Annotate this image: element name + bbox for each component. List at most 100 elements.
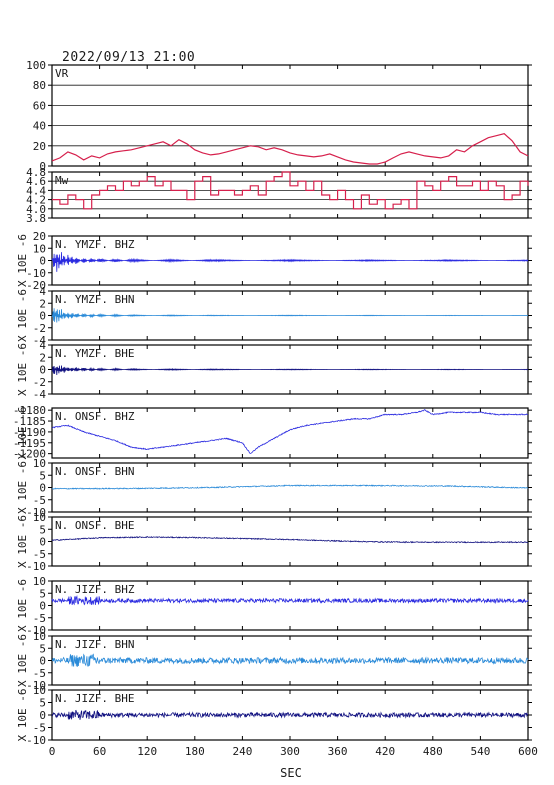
y-tick-label: 100 — [26, 59, 46, 72]
y-tick-label: 0 — [39, 536, 46, 549]
y-axis-unit-label: X 10E -6 — [16, 461, 29, 514]
y-tick-label: 2 — [39, 297, 46, 310]
series-line-10 — [51, 709, 529, 720]
series-label: N. YMZF. BHN — [55, 293, 134, 306]
y-tick-label: 0 — [39, 160, 46, 173]
y-axis-unit-label: X 10E -6 — [16, 407, 29, 460]
y-axis-unit-label: X 10E -6 — [16, 689, 29, 742]
y-tick-label: 20 — [33, 230, 46, 243]
x-tick-label: 0 — [49, 745, 56, 758]
y-tick-label: -1180 — [13, 404, 46, 417]
y-tick-label: 4.6 — [26, 175, 46, 188]
y-tick-label: 3.8 — [26, 212, 46, 225]
series-line-4 — [51, 365, 529, 376]
y-axis-unit-label: X 10E -6 — [16, 289, 29, 342]
series-line-0 — [51, 133, 529, 165]
y-tick-label: 5 — [39, 469, 46, 482]
y-tick-label: 40 — [33, 120, 46, 133]
series-label: N. JIZF. BHN — [55, 638, 134, 651]
y-tick-label: -5 — [33, 494, 46, 507]
y-tick-label: -2 — [33, 376, 46, 389]
y-tick-label: 10 — [33, 511, 46, 524]
series-label: N. ONSF. BHE — [55, 519, 134, 532]
y-axis-unit-label: X 10E -6 — [16, 515, 29, 568]
y-tick-label: -1195 — [13, 437, 46, 450]
y-tick-label: 0 — [39, 310, 46, 323]
figure-title: 2022/09/13 21:00 — [62, 50, 196, 65]
y-tick-label: 0 — [39, 709, 46, 722]
y-tick-label: -5 — [33, 548, 46, 561]
series-label: N. YMZF. BHZ — [55, 238, 135, 251]
y-axis-unit-label: X 10E -6 — [16, 579, 29, 632]
y-tick-label: -10 — [26, 506, 46, 519]
y-tick-label: 10 — [33, 684, 46, 697]
x-tick-label: 180 — [185, 745, 205, 758]
x-tick-label: 240 — [232, 745, 252, 758]
y-tick-label: 10 — [33, 575, 46, 588]
y-tick-label: 5 — [39, 587, 46, 600]
y-tick-label: 5 — [39, 697, 46, 710]
y-tick-label: 10 — [33, 242, 46, 255]
y-tick-label: -5 — [33, 722, 46, 735]
y-tick-label: 80 — [33, 79, 46, 92]
y-tick-label: 0 — [39, 482, 46, 495]
series-line-5 — [51, 409, 529, 454]
series-label: N. ONSF. BHN — [55, 465, 134, 478]
series-label: N. YMZF. BHE — [55, 347, 134, 360]
y-tick-label: 0 — [39, 255, 46, 268]
y-tick-label: 60 — [33, 99, 46, 112]
y-tick-label: 4.0 — [26, 203, 46, 216]
y-tick-label: -1185 — [13, 415, 46, 428]
y-tick-label: 0 — [39, 655, 46, 668]
series-line-6 — [51, 484, 529, 490]
x-tick-label: 540 — [470, 745, 490, 758]
x-tick-label: 300 — [280, 745, 300, 758]
series-line-9 — [51, 653, 529, 667]
y-tick-label: 0 — [39, 600, 46, 613]
x-axis-label: SEC — [280, 766, 302, 780]
x-tick-label: 120 — [137, 745, 157, 758]
x-tick-label: 600 — [518, 745, 538, 758]
y-tick-label: 5 — [39, 642, 46, 655]
x-tick-label: 420 — [375, 745, 395, 758]
x-tick-label: 60 — [93, 745, 106, 758]
y-axis-unit-label: X 10E -6 — [16, 634, 29, 687]
y-tick-label: 0 — [39, 364, 46, 377]
x-tick-label: 480 — [423, 745, 443, 758]
y-tick-label: 4.8 — [26, 166, 46, 179]
y-tick-label: 10 — [33, 457, 46, 470]
series-line-2 — [51, 252, 529, 272]
series-label: Mw — [55, 174, 69, 187]
y-tick-label: -20 — [26, 279, 46, 292]
x-tick-label: 360 — [328, 745, 348, 758]
y-tick-label: 20 — [33, 140, 46, 153]
series-label: N. JIZF. BHE — [55, 692, 134, 705]
series-line-1 — [52, 171, 529, 210]
y-tick-label: -10 — [26, 734, 46, 747]
series-label: VR — [55, 67, 69, 80]
y-tick-label: -4 — [33, 388, 47, 401]
y-axis-unit-label: X 10E -6 — [16, 343, 29, 396]
y-tick-label: -2 — [33, 322, 46, 335]
y-tick-label: 10 — [33, 630, 46, 643]
y-tick-label: -5 — [33, 612, 46, 625]
y-tick-label: -5 — [33, 667, 46, 680]
y-tick-label: 5 — [39, 523, 46, 536]
y-tick-label: -10 — [26, 267, 46, 280]
y-axis-unit-label: X 10E -6 — [16, 234, 29, 287]
y-tick-label: -10 — [26, 679, 46, 692]
y-tick-label: -10 — [26, 624, 46, 637]
y-tick-label: 2 — [39, 351, 46, 364]
series-line-8 — [51, 594, 529, 606]
y-tick-label: -10 — [26, 560, 46, 573]
y-tick-label: 4.4 — [26, 184, 46, 197]
series-line-3 — [51, 308, 529, 323]
series-line-7 — [52, 536, 529, 544]
y-tick-label: -1190 — [13, 426, 46, 439]
y-tick-label: 4 — [39, 339, 46, 352]
y-tick-label: 4 — [39, 285, 46, 298]
y-tick-label: -4 — [33, 334, 47, 347]
y-tick-label: 4.2 — [26, 194, 46, 207]
